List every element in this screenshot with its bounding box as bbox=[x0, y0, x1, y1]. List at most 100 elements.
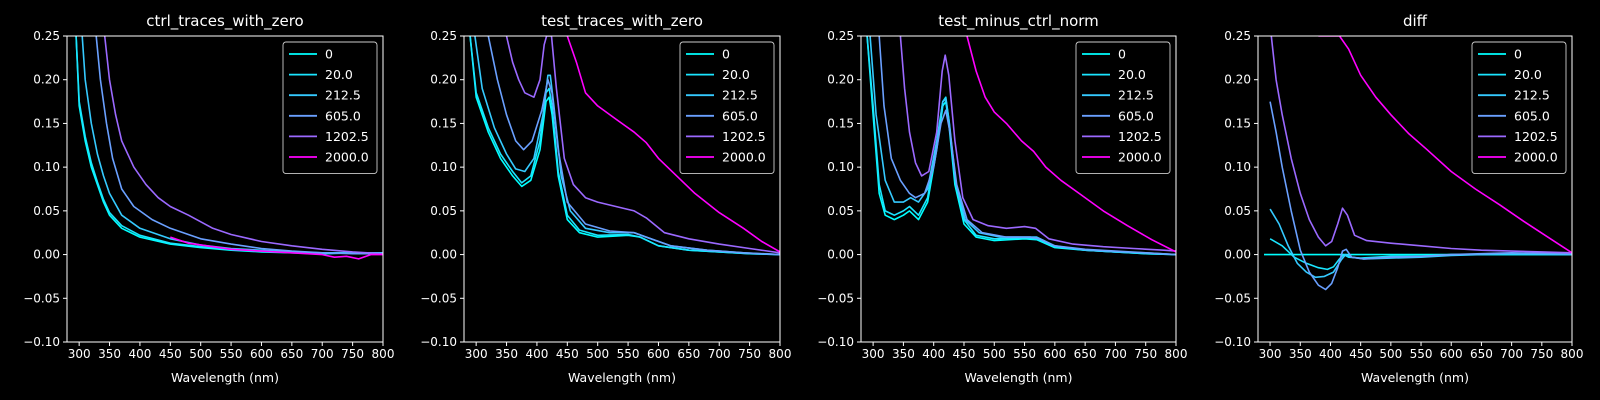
y-tick-label: 0.25 bbox=[1224, 29, 1251, 43]
legend-label: 605.0 bbox=[1514, 108, 1550, 123]
legend-label: 0 bbox=[1514, 47, 1522, 62]
y-tick-label: 0.20 bbox=[1224, 73, 1251, 87]
chart-title: diff bbox=[1403, 12, 1428, 30]
y-tick-label: 0.00 bbox=[33, 248, 60, 262]
axes-frame bbox=[860, 35, 1177, 343]
x-tick-label: 600 bbox=[647, 347, 670, 361]
series-line-5 bbox=[170, 236, 383, 260]
legend-label: 1202.5 bbox=[1514, 129, 1558, 144]
legend-label: 0 bbox=[325, 47, 333, 62]
y-tick-label: −0.10 bbox=[817, 335, 854, 349]
legend-label: 1202.5 bbox=[722, 129, 766, 144]
x-tick-label: 700 bbox=[311, 347, 334, 361]
x-tick-label: 350 bbox=[495, 347, 518, 361]
y-tick-label: 0.15 bbox=[430, 116, 457, 130]
series-layer bbox=[1264, 36, 1572, 291]
y-tick-label: 0.05 bbox=[1224, 204, 1251, 218]
y-tick-label: −0.10 bbox=[23, 335, 60, 349]
legend-label: 212.5 bbox=[325, 88, 361, 103]
x-tick-label: 550 bbox=[1410, 347, 1433, 361]
legend-label: 605.0 bbox=[325, 108, 361, 123]
legend: 0 20.0 212.5 605.0 1202.5 2000.0 bbox=[1075, 41, 1171, 175]
y-tick-label: 0.15 bbox=[1224, 116, 1251, 130]
legend: 0 20.0 212.5 605.0 1202.5 2000.0 bbox=[282, 41, 378, 175]
series-line-4 bbox=[103, 36, 383, 255]
x-tick-label: 500 bbox=[983, 347, 1006, 361]
x-tick-label: 300 bbox=[68, 347, 91, 361]
x-axis-label: Wavelength (nm) bbox=[965, 370, 1073, 385]
series-layer bbox=[469, 36, 780, 256]
legend-label: 2000.0 bbox=[325, 150, 369, 165]
x-tick-label: 700 bbox=[1104, 347, 1127, 361]
x-tick-label: 500 bbox=[586, 347, 609, 361]
legend-label: 20.0 bbox=[722, 67, 750, 82]
x-tick-label: 600 bbox=[1043, 347, 1066, 361]
y-tick-label: −0.10 bbox=[420, 335, 457, 349]
y-tick-label: 0.05 bbox=[430, 204, 457, 218]
x-axis-label: Wavelength (nm) bbox=[1361, 370, 1469, 385]
x-tick-label: 750 bbox=[341, 347, 364, 361]
legend-label: 1202.5 bbox=[1118, 129, 1162, 144]
y-tick-label: 0.00 bbox=[430, 248, 457, 262]
x-tick-label: 650 bbox=[677, 347, 700, 361]
x-tick-label: 800 bbox=[372, 347, 395, 361]
legend-label: 20.0 bbox=[1118, 67, 1146, 82]
x-tick-label: 750 bbox=[1530, 347, 1553, 361]
series-line-3 bbox=[487, 36, 780, 256]
x-tick-label: 500 bbox=[1379, 347, 1402, 361]
series-line-5 bbox=[566, 36, 780, 253]
x-tick-label: 750 bbox=[1134, 347, 1157, 361]
legend-label: 2000.0 bbox=[1118, 150, 1162, 165]
x-tick-label: 350 bbox=[1289, 347, 1312, 361]
series-line-3 bbox=[878, 36, 1176, 256]
legend-label: 20.0 bbox=[1514, 67, 1542, 82]
axes-frame bbox=[1257, 35, 1573, 343]
legend-label: 212.5 bbox=[1514, 88, 1550, 103]
x-tick-label: 550 bbox=[1013, 347, 1036, 361]
x-tick-label: 800 bbox=[1561, 347, 1584, 361]
y-tick-label: 0.20 bbox=[827, 73, 854, 87]
x-tick-label: 600 bbox=[250, 347, 273, 361]
y-tick-label: 0.05 bbox=[33, 204, 60, 218]
chart-title: test_traces_with_zero bbox=[541, 12, 703, 31]
legend-label: 2000.0 bbox=[722, 150, 766, 165]
y-tick-label: 0.20 bbox=[430, 73, 457, 87]
x-tick-label: 400 bbox=[525, 347, 548, 361]
x-tick-label: 350 bbox=[892, 347, 915, 361]
series-line-4 bbox=[1270, 36, 1572, 254]
x-tick-label: 700 bbox=[708, 347, 731, 361]
x-tick-label: 500 bbox=[189, 347, 212, 361]
y-tick-label: 0.10 bbox=[430, 160, 457, 174]
series-line-3 bbox=[1269, 101, 1572, 291]
y-tick-label: 0.10 bbox=[33, 160, 60, 174]
x-tick-label: 650 bbox=[1074, 347, 1097, 361]
x-axis-label: Wavelength (nm) bbox=[171, 370, 279, 385]
series-layer bbox=[866, 36, 1176, 256]
y-tick-label: 0.00 bbox=[827, 248, 854, 262]
y-tick-label: 0.25 bbox=[33, 29, 60, 43]
y-tick-label: 0.25 bbox=[430, 29, 457, 43]
axes-frame bbox=[463, 35, 781, 343]
x-tick-label: 800 bbox=[769, 347, 792, 361]
legend-label: 20.0 bbox=[325, 67, 353, 82]
legend-label: 0 bbox=[1118, 47, 1126, 62]
x-tick-label: 550 bbox=[617, 347, 640, 361]
x-tick-label: 650 bbox=[1470, 347, 1493, 361]
y-tick-label: −0.05 bbox=[1214, 291, 1251, 305]
y-tick-label: 0.10 bbox=[827, 160, 854, 174]
chart-title: ctrl_traces_with_zero bbox=[146, 12, 303, 31]
series-line-3 bbox=[95, 36, 383, 255]
y-tick-label: 0.05 bbox=[827, 204, 854, 218]
y-tick-label: 0.10 bbox=[1224, 160, 1251, 174]
legend-label: 1202.5 bbox=[325, 129, 369, 144]
x-axis-label: Wavelength (nm) bbox=[568, 370, 676, 385]
x-tick-label: 750 bbox=[738, 347, 761, 361]
legend-label: 605.0 bbox=[1118, 108, 1154, 123]
chart-panel-2: 300 350 400 450 500 550 600 650 700 750 800 −0.10 −0… bbox=[420, 12, 791, 385]
x-tick-label: 450 bbox=[953, 347, 976, 361]
x-tick-label: 400 bbox=[1319, 347, 1342, 361]
x-tick-label: 550 bbox=[220, 347, 243, 361]
series-line-5 bbox=[1318, 36, 1572, 254]
series-line-4 bbox=[505, 36, 780, 254]
